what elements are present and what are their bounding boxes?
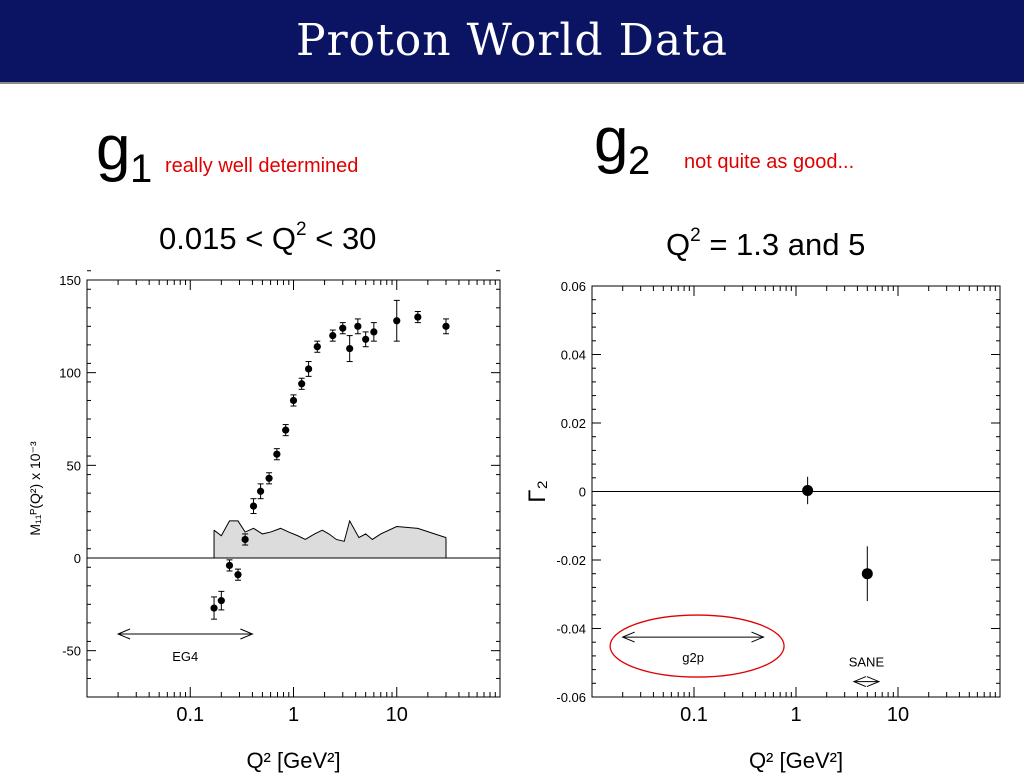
sane-label: SANE [849, 655, 885, 670]
g2-y-tick-label: 0 [579, 485, 586, 500]
g1-y-tick-label: 50 [67, 458, 81, 473]
g2-y-tick-label: -0.04 [556, 622, 586, 637]
g2-y-tick-label: 0.04 [561, 348, 586, 363]
g1-x-tick-label: 10 [386, 704, 408, 726]
g2p-arrow-head-left [621, 631, 635, 643]
g1-data-point [256, 487, 265, 495]
g1-data-point [298, 380, 306, 388]
g1-data-point [225, 561, 234, 570]
g1-data-point [346, 344, 354, 353]
eg4-arrow-head-left [116, 628, 131, 640]
eg4-label: EG4 [172, 649, 198, 664]
g1-letter: g [96, 114, 131, 183]
g1-x-axis-title: Q² [GeV²] [246, 748, 340, 773]
g1-data-point [414, 313, 422, 321]
g1-subscript: 1 [130, 147, 153, 191]
g1-data-point [289, 396, 298, 405]
g2-y-tick-label: 0.02 [561, 416, 586, 431]
g2-y-tick-label: 0.06 [561, 279, 586, 294]
g1-data-point [217, 597, 225, 605]
g1-data-point [370, 328, 378, 336]
g1-range-sup: 2 [296, 218, 307, 240]
g1-y-tick-label: 100 [59, 366, 81, 381]
g1-y-tick-label: 150 [59, 273, 81, 288]
g1-range-post: < 30 [306, 221, 377, 256]
g1-data-point [282, 426, 290, 434]
g1-x-tick-label: 0.1 [176, 704, 204, 726]
g1-y-tick-label: 0 [74, 551, 81, 566]
g2-range-post: = 1.3 and 5 [700, 227, 866, 262]
g1-data-point [362, 335, 370, 343]
g2-letter: g [594, 106, 629, 175]
g2p-highlight-ellipse [609, 614, 785, 678]
g1-band-edge [213, 519, 447, 542]
g1-q2-range: 0.015 < Q2 < 30 [159, 218, 377, 257]
slide-title: Proton World Data [295, 15, 729, 66]
g2p-arrow-head-right [751, 631, 765, 643]
eg4-arrow-head-right [240, 628, 254, 640]
g2-x-axis-title: Q² [GeV²] [749, 748, 843, 773]
g1-data-point [234, 571, 242, 579]
g1-systematic-band [214, 520, 447, 558]
g1-data-point [313, 343, 321, 351]
g2-x-tick-label: 10 [887, 704, 909, 726]
g1-data-point [265, 474, 273, 482]
g2-range-pre: Q [666, 227, 691, 262]
g2-data-point [802, 484, 814, 496]
g2-x-tick-label: 0.1 [680, 704, 708, 726]
g1-range-pre: 0.015 < Q [159, 221, 297, 256]
g2-y-tick-label: -0.02 [556, 553, 586, 568]
g1-data-point [241, 535, 249, 544]
sane-arrow-head-right [866, 676, 881, 688]
g1-data-point [249, 502, 258, 510]
g1-data-point [304, 365, 313, 373]
g2-note: not quite as good... [684, 151, 855, 173]
g1-note: really well determined [165, 155, 359, 177]
g2-y-axis-title: Γ₂ [524, 480, 551, 503]
g2-x-tick-label: 1 [790, 704, 801, 726]
g2-subscript: 2 [628, 139, 651, 183]
g1-x-tick-label: 1 [288, 704, 299, 726]
g1-data-point [339, 324, 347, 332]
g1-data-point [354, 322, 362, 330]
g1-data-point [210, 604, 218, 612]
g1-y-tick-label: -50 [62, 644, 81, 659]
g1-data-point [329, 332, 337, 340]
sane-arrow-head-left [852, 676, 867, 688]
g1-data-point [442, 322, 450, 330]
g2-data-point [861, 568, 873, 580]
title-bar [0, 0, 1024, 84]
g2-q2-range: Q2 = 1.3 and 5 [666, 224, 866, 263]
g1-data-point [393, 317, 401, 325]
g2-y-tick-label: -0.06 [556, 690, 586, 705]
g1-data-point [273, 450, 281, 458]
g1-y-axis-title: M₁₁ᴾ(Q²) x 10⁻³ [27, 441, 43, 536]
g2-range-sup: 2 [690, 224, 701, 246]
g2p-label: g2p [682, 650, 704, 665]
